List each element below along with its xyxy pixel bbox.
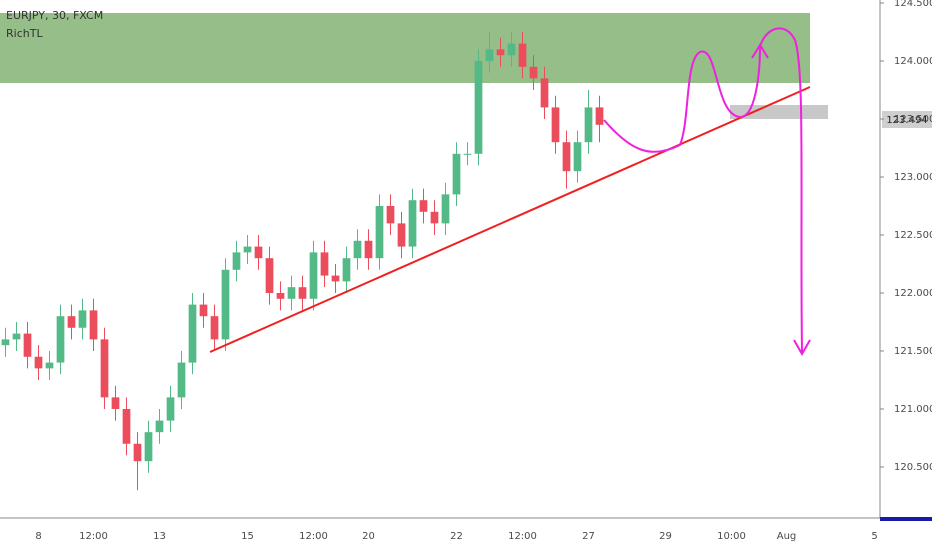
x-tick-label: 20	[362, 531, 375, 542]
candle-body	[23, 333, 32, 357]
candle-body	[452, 153, 461, 195]
gray-zone	[730, 105, 828, 119]
candle-body	[133, 443, 142, 462]
candle-body	[243, 246, 252, 253]
indicator-label: RichTL	[6, 27, 43, 40]
candle-body	[188, 304, 197, 363]
candle-body	[67, 316, 76, 328]
candle-body	[309, 252, 318, 299]
candle-body	[56, 316, 65, 363]
candle-body	[254, 246, 263, 259]
candle-body	[595, 107, 604, 125]
x-tick-label: 15	[241, 531, 254, 542]
x-tick-label: 12:00	[508, 531, 537, 542]
candle-body	[529, 66, 538, 79]
candle-body	[111, 397, 120, 409]
candle-body	[496, 49, 505, 56]
candle-body	[551, 107, 560, 143]
y-tick-label: 122.500	[894, 230, 932, 241]
candle-body	[474, 61, 483, 154]
candle-body	[122, 408, 131, 444]
y-tick-label: 124.500	[894, 0, 932, 9]
candle-body	[353, 240, 362, 259]
price-label: 123.494	[886, 115, 927, 126]
x-tick-label: 5	[871, 531, 877, 542]
candle-body	[562, 142, 571, 172]
candle-body	[584, 107, 593, 143]
candle-body	[78, 310, 87, 328]
candle-body	[287, 287, 296, 299]
candle-body	[342, 258, 351, 282]
supply-zone	[0, 13, 810, 83]
x-tick-label: 10:00	[717, 531, 746, 542]
candle-body	[298, 287, 307, 299]
candle-body	[397, 223, 406, 247]
candle-body	[155, 420, 164, 433]
candle-body	[100, 339, 109, 398]
candles	[1, 32, 604, 491]
candle-body	[441, 194, 450, 224]
y-tick-label: 120.500	[894, 462, 932, 473]
x-tick-label: 29	[659, 531, 672, 542]
candle-body	[463, 153, 472, 155]
symbol-label: EURJPY, 30, FXCM	[6, 9, 103, 22]
candle-body	[540, 78, 549, 108]
y-tick-label: 124.000	[894, 56, 932, 67]
price-tag	[882, 111, 932, 128]
x-tick-label: 12:00	[79, 531, 108, 542]
y-tick-label: 122.000	[894, 288, 932, 299]
x-tick-label: 8	[35, 531, 41, 542]
x-tick-label: 27	[582, 531, 595, 542]
candle-body	[166, 397, 175, 421]
candle-body	[1, 339, 10, 346]
candle-body	[221, 269, 230, 340]
candle-body	[419, 200, 428, 212]
candle-body	[177, 362, 186, 398]
candle-body	[265, 258, 274, 293]
candle-body	[518, 43, 527, 67]
candle-body	[320, 252, 329, 276]
x-tick-label: 13	[153, 531, 166, 542]
candle-body	[199, 304, 208, 317]
y-tick-label: 121.000	[894, 404, 932, 415]
candle-body	[485, 49, 494, 62]
candle-body	[45, 362, 54, 369]
candle-body	[276, 292, 285, 299]
y-tick-label: 123.500	[894, 114, 932, 125]
candle-body	[331, 275, 340, 282]
candle-body	[430, 211, 439, 224]
y-tick-label: 121.500	[894, 346, 932, 357]
candle-body	[144, 432, 153, 462]
candle-body	[573, 142, 582, 172]
candle-body	[507, 43, 516, 56]
trend-line	[209, 86, 811, 353]
candle-body	[232, 252, 241, 270]
candle-body	[408, 200, 417, 247]
candle-body	[364, 240, 373, 259]
candle-body	[386, 205, 395, 224]
scroll-marker	[880, 517, 932, 521]
x-tick-label: 22	[450, 531, 463, 542]
candle-body	[12, 333, 21, 340]
x-tick-label: 12:00	[299, 531, 328, 542]
candle-body	[89, 310, 98, 340]
x-tick-label: Aug	[777, 531, 797, 542]
candle-body	[210, 316, 219, 340]
candle-body	[375, 205, 384, 259]
projection-path	[603, 27, 811, 357]
y-tick-label: 123.000	[894, 172, 932, 183]
candle-body	[34, 356, 43, 369]
